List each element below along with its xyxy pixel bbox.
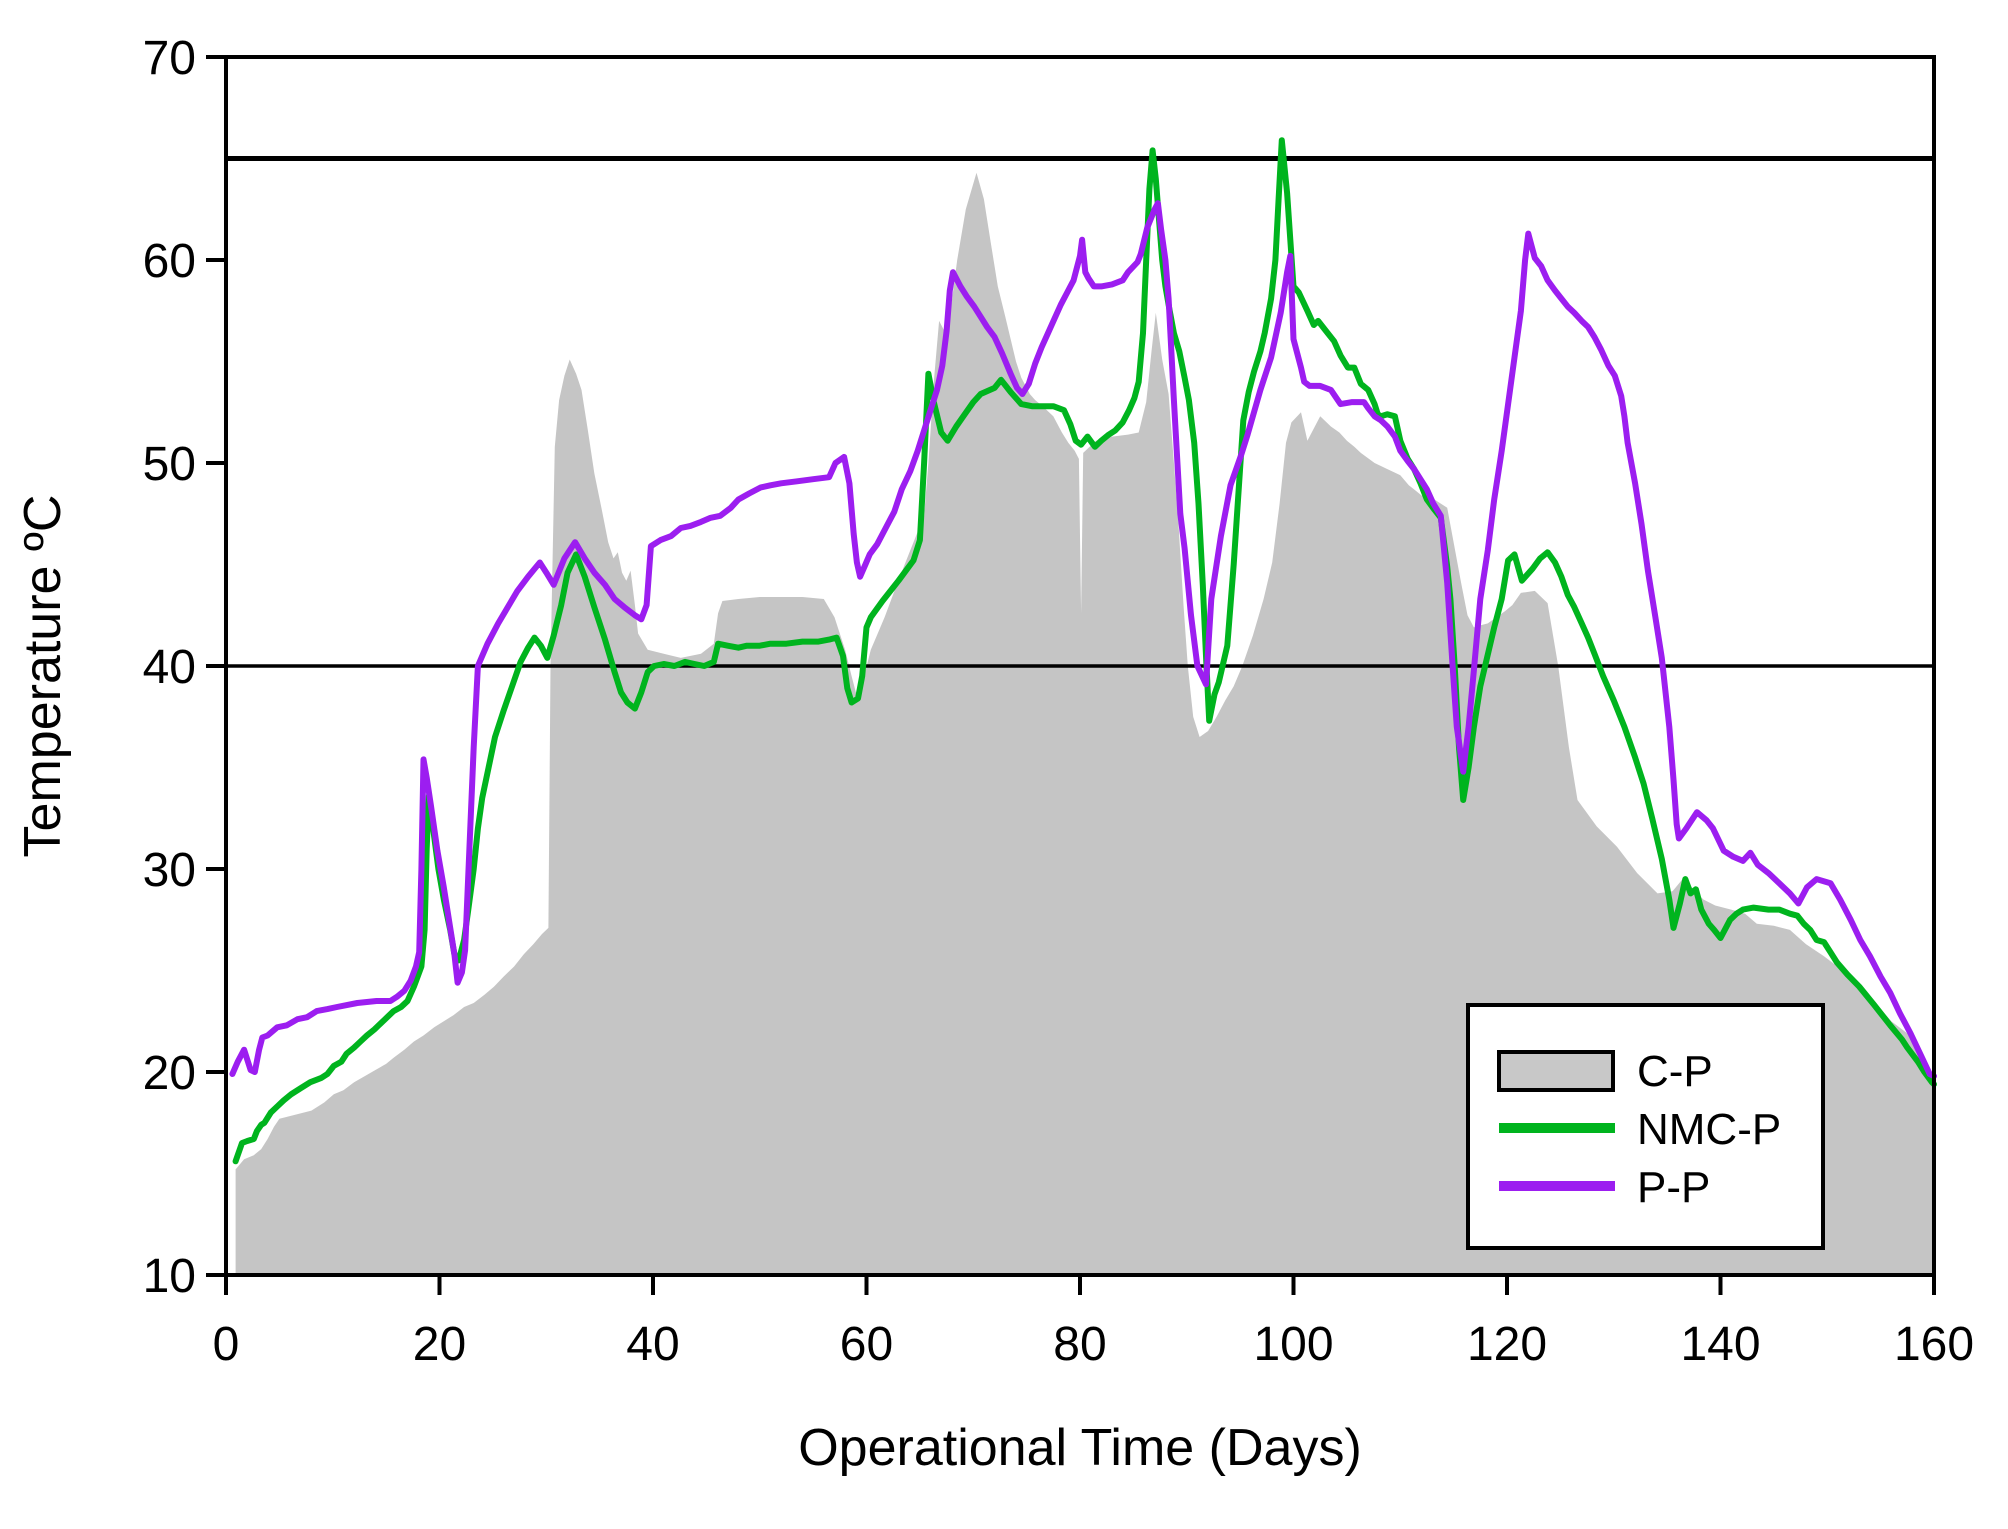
x-tick-label: 140 — [1680, 1318, 1760, 1371]
legend-label-pp: P-P — [1637, 1163, 1710, 1212]
cp-area-shape — [235, 172, 1935, 1276]
y-tick-labels: 10 20 30 40 50 60 70 — [143, 32, 196, 1303]
y-tick-label: 40 — [143, 641, 196, 694]
x-tick-label: 120 — [1467, 1318, 1547, 1371]
x-axis-title: Operational Time (Days) — [798, 1419, 1362, 1477]
nmc-p-line-shape — [232, 137, 1937, 1165]
y-tick-label: 70 — [143, 32, 196, 85]
reference-lines — [226, 156, 1934, 668]
legend-item-cp: C-P — [1497, 1047, 1713, 1096]
y-tick-label: 50 — [143, 438, 196, 491]
x-tick-label: 40 — [626, 1318, 679, 1371]
x-tick-label: 100 — [1253, 1318, 1333, 1371]
x-tick-label: 80 — [1053, 1318, 1106, 1371]
y-axis-title: Temperature ºC — [14, 495, 72, 858]
series-lines — [229, 137, 1937, 1165]
axis-ticks — [206, 55, 1936, 1295]
legend-item-pp: P-P — [1499, 1163, 1710, 1212]
y-tick-label: 20 — [143, 1047, 196, 1100]
legend-label-cp: C-P — [1637, 1047, 1713, 1096]
legend: C-P NMC-P P-P — [1466, 1003, 1825, 1250]
series-cp-area — [235, 172, 1935, 1276]
legend-label-nmcp: NMC-P — [1637, 1105, 1781, 1154]
x-tick-label: 160 — [1894, 1318, 1974, 1371]
x-tick-label: 0 — [213, 1318, 240, 1371]
legend-item-nmcp: NMC-P — [1499, 1105, 1781, 1154]
x-tick-label: 60 — [840, 1318, 893, 1371]
cp-area-swatch — [1497, 1050, 1615, 1092]
x-tick-labels: 0 20 40 60 80 100 120 140 160 — [213, 1318, 1974, 1371]
y-tick-label: 10 — [143, 1250, 196, 1303]
y-tick-label: 30 — [143, 844, 196, 897]
y-tick-label: 60 — [143, 235, 196, 288]
x-tick-label: 20 — [413, 1318, 466, 1371]
p-p-line-shape — [229, 200, 1937, 1080]
